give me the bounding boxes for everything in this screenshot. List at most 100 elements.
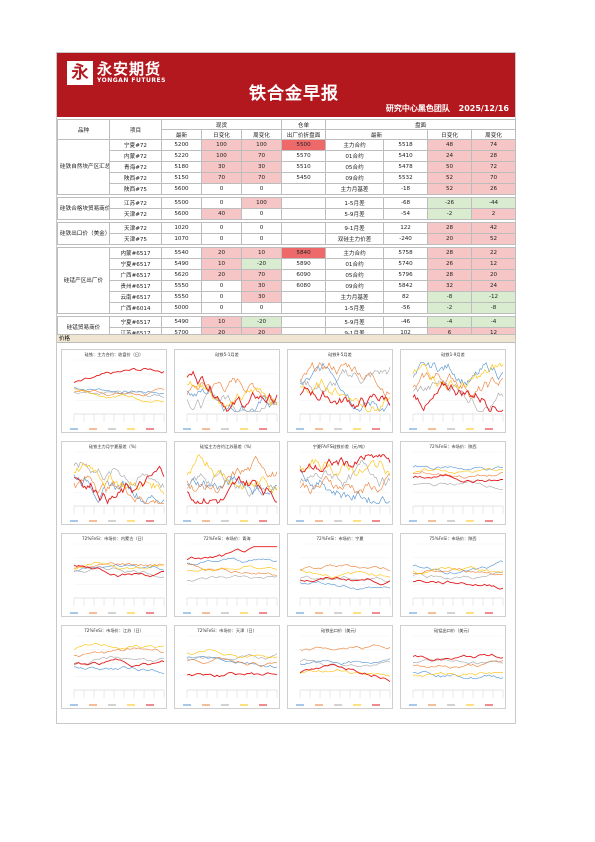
futures-weekly-change-cell: 52 [471, 233, 517, 245]
table-row: 硅铁合格块贸易商价 江苏#72 5500 0 100 1-5月差 -68 -26 -44 [57, 197, 517, 220]
futures-latest-cell: 5740 [383, 258, 429, 270]
futures-daily-change-cell: -26 [427, 197, 473, 209]
futures-weekly-change-cell: -12 [471, 291, 517, 303]
spot-daily-change-cell: 30 [201, 161, 242, 173]
chart-panel: 硅铁5-1月差 [174, 349, 280, 433]
table-row: 云南#6517 5550 0 30 主力月基差 82 -8 -12 [58, 291, 517, 303]
logo-en-text: YONGAN FUTURES [97, 76, 166, 84]
table-row: 硅锰贸易商价 宁夏#6517 5490 10 -20 5-9月差 -46 -4 -4 [57, 316, 517, 339]
futures-latest-cell: -68 [383, 197, 429, 209]
spot-latest-cell: 5180 [161, 161, 202, 173]
chart-title: 硅铁主力月宁夏基差（%） [88, 444, 140, 449]
table-row: 广西#6014 5000 0 0 1-5月差 -56 -2 -8 [58, 302, 517, 314]
spot-weekly-change-cell: 70 [240, 150, 283, 162]
futures-weekly-change-cell: 72 [471, 161, 517, 173]
yongan-logo: 永 永安期货 YONGAN FUTURES [67, 59, 166, 87]
spot-daily-change-cell: 20 [201, 247, 242, 259]
chart-title: 硅铁：主力合约：收盘价（日） [84, 352, 144, 357]
futures-latest-cell: -240 [383, 233, 429, 245]
table-row: 硅铁出口价（美金） 天津#72 1020 0 0 9-1月差 122 28 42 [57, 222, 517, 245]
futures-daily-change-cell: -4 [427, 316, 473, 328]
spot-daily-change-cell: 100 [201, 139, 242, 151]
chart-title: 72%FeSi：市场价：内蒙古（日） [82, 536, 146, 541]
col-futures-latest: 最新 [325, 129, 429, 140]
factory-price-cell [281, 316, 327, 328]
futures-latest-cell: 5478 [383, 161, 429, 173]
table-row: 陕西#72 5150 70 70 5450 09合约 5532 52 70 [58, 172, 517, 184]
spot-daily-change-cell: 10 [201, 258, 242, 270]
factory-price-cell [281, 208, 327, 220]
futures-weekly-change-cell: 42 [471, 222, 517, 234]
futures-weekly-change-cell: -4 [471, 316, 517, 328]
futures-name-cell: 主力合约 [325, 139, 385, 151]
chart-panel: 硅铁1-9月差 [400, 349, 506, 433]
spot-daily-change-cell: 40 [201, 208, 242, 220]
futures-latest-cell: 5532 [383, 172, 429, 184]
futures-name-cell: 05合约 [325, 161, 385, 173]
spot-weekly-change-cell: 30 [240, 280, 283, 292]
futures-daily-change-cell: 50 [427, 161, 473, 173]
spot-latest-cell: 5550 [161, 280, 202, 292]
chart-title: 硅铁9-5月差 [328, 352, 352, 357]
spot-latest-cell: 5600 [161, 208, 202, 220]
chart-title: 硅铁出口价（美元） [321, 628, 359, 633]
spot-weekly-change-cell: 100 [240, 197, 283, 209]
table-row: 贵州#6517 5550 0 30 6080 09合约 5842 32 24 [58, 280, 517, 292]
spot-daily-change-cell: 0 [201, 233, 242, 245]
spot-weekly-change-cell: 70 [240, 269, 283, 281]
futures-daily-change-cell: 32 [427, 280, 473, 292]
spot-latest-cell: 5490 [161, 258, 202, 270]
col-factory-price: 出厂价折盘面 [281, 129, 327, 140]
factory-price-cell [281, 233, 327, 245]
futures-daily-change-cell: 48 [427, 139, 473, 151]
spot-weekly-change-cell: 0 [240, 208, 283, 220]
chart-title: 72%FeSi：市场价：天津（日） [197, 628, 257, 633]
futures-weekly-change-cell: 24 [471, 280, 517, 292]
spot-weekly-change-cell: 0 [240, 183, 283, 195]
factory-price-cell: 5570 [281, 150, 327, 162]
table-row: 天津#72 5600 40 0 5-9月差 -54 -2 2 [58, 208, 517, 220]
col-futures-weekly: 周变化 [471, 129, 517, 140]
spot-latest-cell: 5000 [161, 302, 202, 314]
futures-name-cell: 5-9月差 [325, 208, 385, 220]
futures-name-cell: 1-5月差 [325, 302, 385, 314]
spot-weekly-change-cell: 100 [240, 139, 283, 151]
futures-latest-cell: 5758 [383, 247, 429, 259]
chart-title: 宁夏FA/FS硅铁价差（元/吨） [312, 444, 368, 449]
item-cell: 广西#6517 [109, 269, 162, 281]
item-cell: 贵州#6517 [109, 280, 162, 292]
col-latest: 最新 [161, 129, 202, 140]
futures-weekly-change-cell: 26 [471, 183, 517, 195]
futures-daily-change-cell: -8 [427, 291, 473, 303]
spot-weekly-change-cell: 0 [240, 302, 283, 314]
futures-weekly-change-cell: -8 [471, 302, 517, 314]
chart-panel: 72%FeSi：市场价：青海 [174, 533, 280, 617]
chart-panel: 72%FeSi：市场价：天津（日） [174, 625, 280, 709]
spot-daily-change-cell: 0 [201, 302, 242, 314]
chart-panel: 72%FeSi：市场价：内蒙古（日） [61, 533, 167, 617]
spot-latest-cell: 5550 [161, 291, 202, 303]
spot-latest-cell: 5490 [161, 316, 202, 328]
futures-latest-cell: 5796 [383, 269, 429, 281]
futures-daily-change-cell: 52 [427, 172, 473, 184]
item-cell: 天津#75 [109, 233, 162, 245]
spot-latest-cell: 5540 [161, 247, 202, 259]
report-sheet: 永 永安期货 YONGAN FUTURES 铁合金早报 研究中心黑色团队 202… [56, 52, 517, 724]
category-cell: 硅铁出口价（美金） [57, 222, 110, 245]
spot-latest-cell: 5200 [161, 139, 202, 151]
futures-name-cell: 01合约 [325, 150, 385, 162]
item-cell: 云南#6517 [109, 291, 162, 303]
chart-title: 75%FeSi：市场价：陕西 [429, 536, 477, 541]
futures-weekly-change-cell: 20 [471, 269, 517, 281]
item-cell: 宁夏#6517 [109, 258, 162, 270]
chart-panel: 75%FeSi：市场价：陕西 [400, 533, 506, 617]
chart-title: 72%FeSi：市场价：江苏（日） [84, 628, 144, 633]
factory-price-cell: 5890 [281, 258, 327, 270]
chart-panel: 硅铁9-5月差 [287, 349, 393, 433]
factory-price-cell [281, 291, 327, 303]
item-cell: 江苏#72 [109, 197, 162, 209]
factory-price-cell: 5450 [281, 172, 327, 184]
futures-daily-change-cell: 28 [427, 269, 473, 281]
futures-name-cell: 主力合约 [325, 247, 385, 259]
futures-weekly-change-cell: 12 [471, 258, 517, 270]
